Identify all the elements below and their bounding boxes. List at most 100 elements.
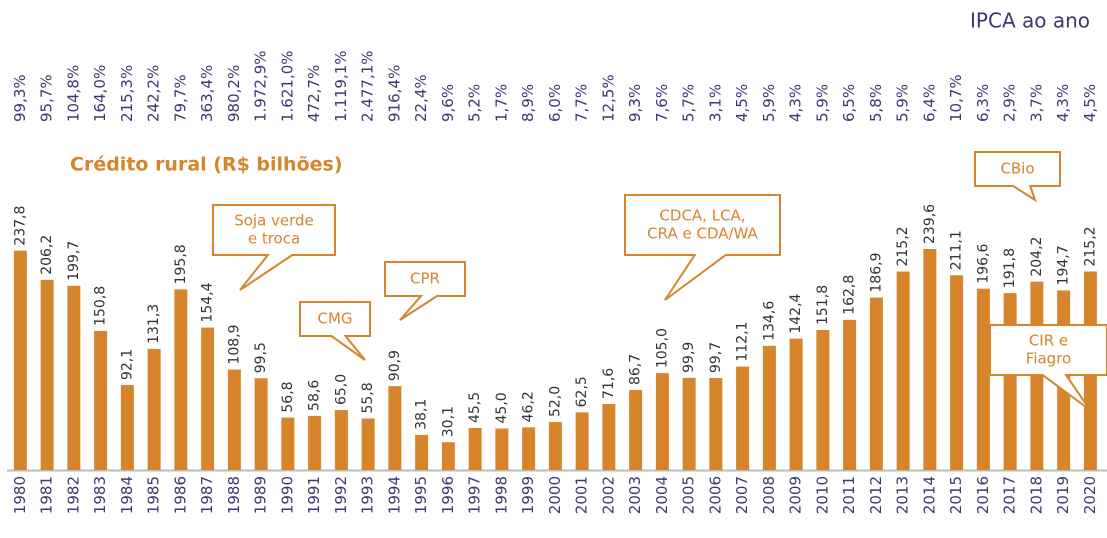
x-tick-label: 1984 xyxy=(118,476,136,514)
value-label: 195,8 xyxy=(173,244,189,284)
value-label: 112,1 xyxy=(735,322,751,362)
bar xyxy=(1003,293,1017,470)
bar xyxy=(441,442,455,470)
annotation: CDCA, LCA, xyxy=(659,207,745,225)
value-label: 99,9 xyxy=(681,342,697,373)
ipca-label: 1.972,9% xyxy=(252,50,270,122)
value-label: 204,2 xyxy=(1029,237,1045,277)
ipca-label: 1.621,0% xyxy=(278,50,296,122)
ipca-label: 6,3% xyxy=(974,84,992,122)
bar xyxy=(682,377,696,470)
value-label: 45,5 xyxy=(467,392,483,423)
callout-box xyxy=(299,301,371,361)
value-label: 71,6 xyxy=(601,368,617,399)
bar xyxy=(94,330,108,470)
ipca-label: 9,6% xyxy=(439,84,457,122)
ipca-label: 4,3% xyxy=(787,84,805,122)
x-tick-label: 2015 xyxy=(947,476,965,514)
value-label: 131,3 xyxy=(146,304,162,344)
value-label: 151,8 xyxy=(815,285,831,325)
value-label: 142,4 xyxy=(788,293,804,333)
x-tick-label: 1981 xyxy=(38,476,56,514)
callout-box xyxy=(212,204,336,291)
callout-box xyxy=(384,261,466,321)
bar xyxy=(522,427,536,470)
ipca-label: 12,5% xyxy=(599,74,617,122)
value-label: 186,9 xyxy=(868,253,884,293)
value-label: 65,0 xyxy=(333,374,349,405)
bar xyxy=(495,428,509,470)
bar xyxy=(869,297,883,470)
annotation: Soja verde xyxy=(234,212,314,230)
annotation: CBio xyxy=(1000,160,1034,178)
ipca-label: 164,0% xyxy=(91,65,109,122)
value-label: 215,2 xyxy=(895,226,911,266)
ipca-label: 5,8% xyxy=(867,84,885,122)
bar xyxy=(709,378,723,470)
ipca-label: 980,2% xyxy=(225,65,243,122)
x-tick-label: 2008 xyxy=(760,476,778,514)
value-label: 191,8 xyxy=(1002,248,1018,288)
value-label: 62,5 xyxy=(574,376,590,407)
ipca-label: 4,5% xyxy=(733,84,751,122)
ipca-label: 5,7% xyxy=(680,84,698,122)
x-tick-label: 1989 xyxy=(252,476,270,514)
subtitle: IPCA ao ano xyxy=(970,9,1090,33)
x-tick-label: 1982 xyxy=(64,476,82,514)
x-tick-label: 1980 xyxy=(11,476,29,514)
annotation: Fiagro xyxy=(1026,350,1071,368)
bar xyxy=(629,390,643,470)
value-label: 162,8 xyxy=(842,275,858,315)
ipca-label: 916,4% xyxy=(385,65,403,122)
annotation: CPR xyxy=(410,270,440,288)
value-label: 196,6 xyxy=(975,243,991,283)
value-label: 58,6 xyxy=(307,380,323,411)
ipca-label: 8,9% xyxy=(519,84,537,122)
value-label: 194,7 xyxy=(1056,245,1072,285)
bar xyxy=(950,275,964,470)
ipca-label: 2.477,1% xyxy=(359,50,377,122)
value-label: 38,1 xyxy=(414,399,430,430)
value-label: 92,1 xyxy=(119,349,135,380)
ipca-label: 5,9% xyxy=(760,84,778,122)
value-label: 108,9 xyxy=(226,324,242,364)
bar xyxy=(736,366,750,470)
annotation: e troca xyxy=(248,230,300,248)
value-label: 56,8 xyxy=(280,381,296,412)
ipca-label: 6,0% xyxy=(546,84,564,122)
ipca-label: 5,9% xyxy=(894,84,912,122)
bar xyxy=(13,250,27,470)
ipca-label: 242,2% xyxy=(145,65,163,122)
annotation: CRA e CDA/WA xyxy=(647,225,758,243)
bar xyxy=(281,417,295,470)
bar xyxy=(254,378,268,470)
value-label: 99,7 xyxy=(708,342,724,373)
bar xyxy=(120,385,134,470)
value-label: 55,8 xyxy=(360,382,376,413)
x-tick-label: 2019 xyxy=(1054,476,1072,514)
value-label: 52,0 xyxy=(547,386,563,417)
ipca-label: 79,7% xyxy=(171,74,189,122)
bar xyxy=(147,348,161,470)
callout-box xyxy=(989,324,1107,411)
value-label: 99,5 xyxy=(253,342,269,373)
x-tick-label: 2009 xyxy=(787,476,805,514)
bar xyxy=(896,271,910,470)
callout-box xyxy=(974,151,1061,203)
x-tick-label: 2014 xyxy=(920,476,938,514)
x-tick-label: 2010 xyxy=(813,476,831,514)
bar xyxy=(602,403,616,470)
bar xyxy=(67,285,81,470)
ipca-label: 95,7% xyxy=(38,74,56,122)
bar xyxy=(308,415,322,470)
bar xyxy=(361,418,375,470)
value-label: 46,2 xyxy=(521,391,537,422)
value-label: 215,2 xyxy=(1082,226,1098,266)
bar xyxy=(789,338,803,470)
ipca-label: 99,3% xyxy=(11,74,29,122)
x-tick-label: 2013 xyxy=(894,476,912,514)
annotation: CIR e xyxy=(1029,332,1068,350)
bar xyxy=(762,345,776,470)
x-tick-label: 1988 xyxy=(225,476,243,514)
ipca-label: 10,7% xyxy=(947,74,965,122)
